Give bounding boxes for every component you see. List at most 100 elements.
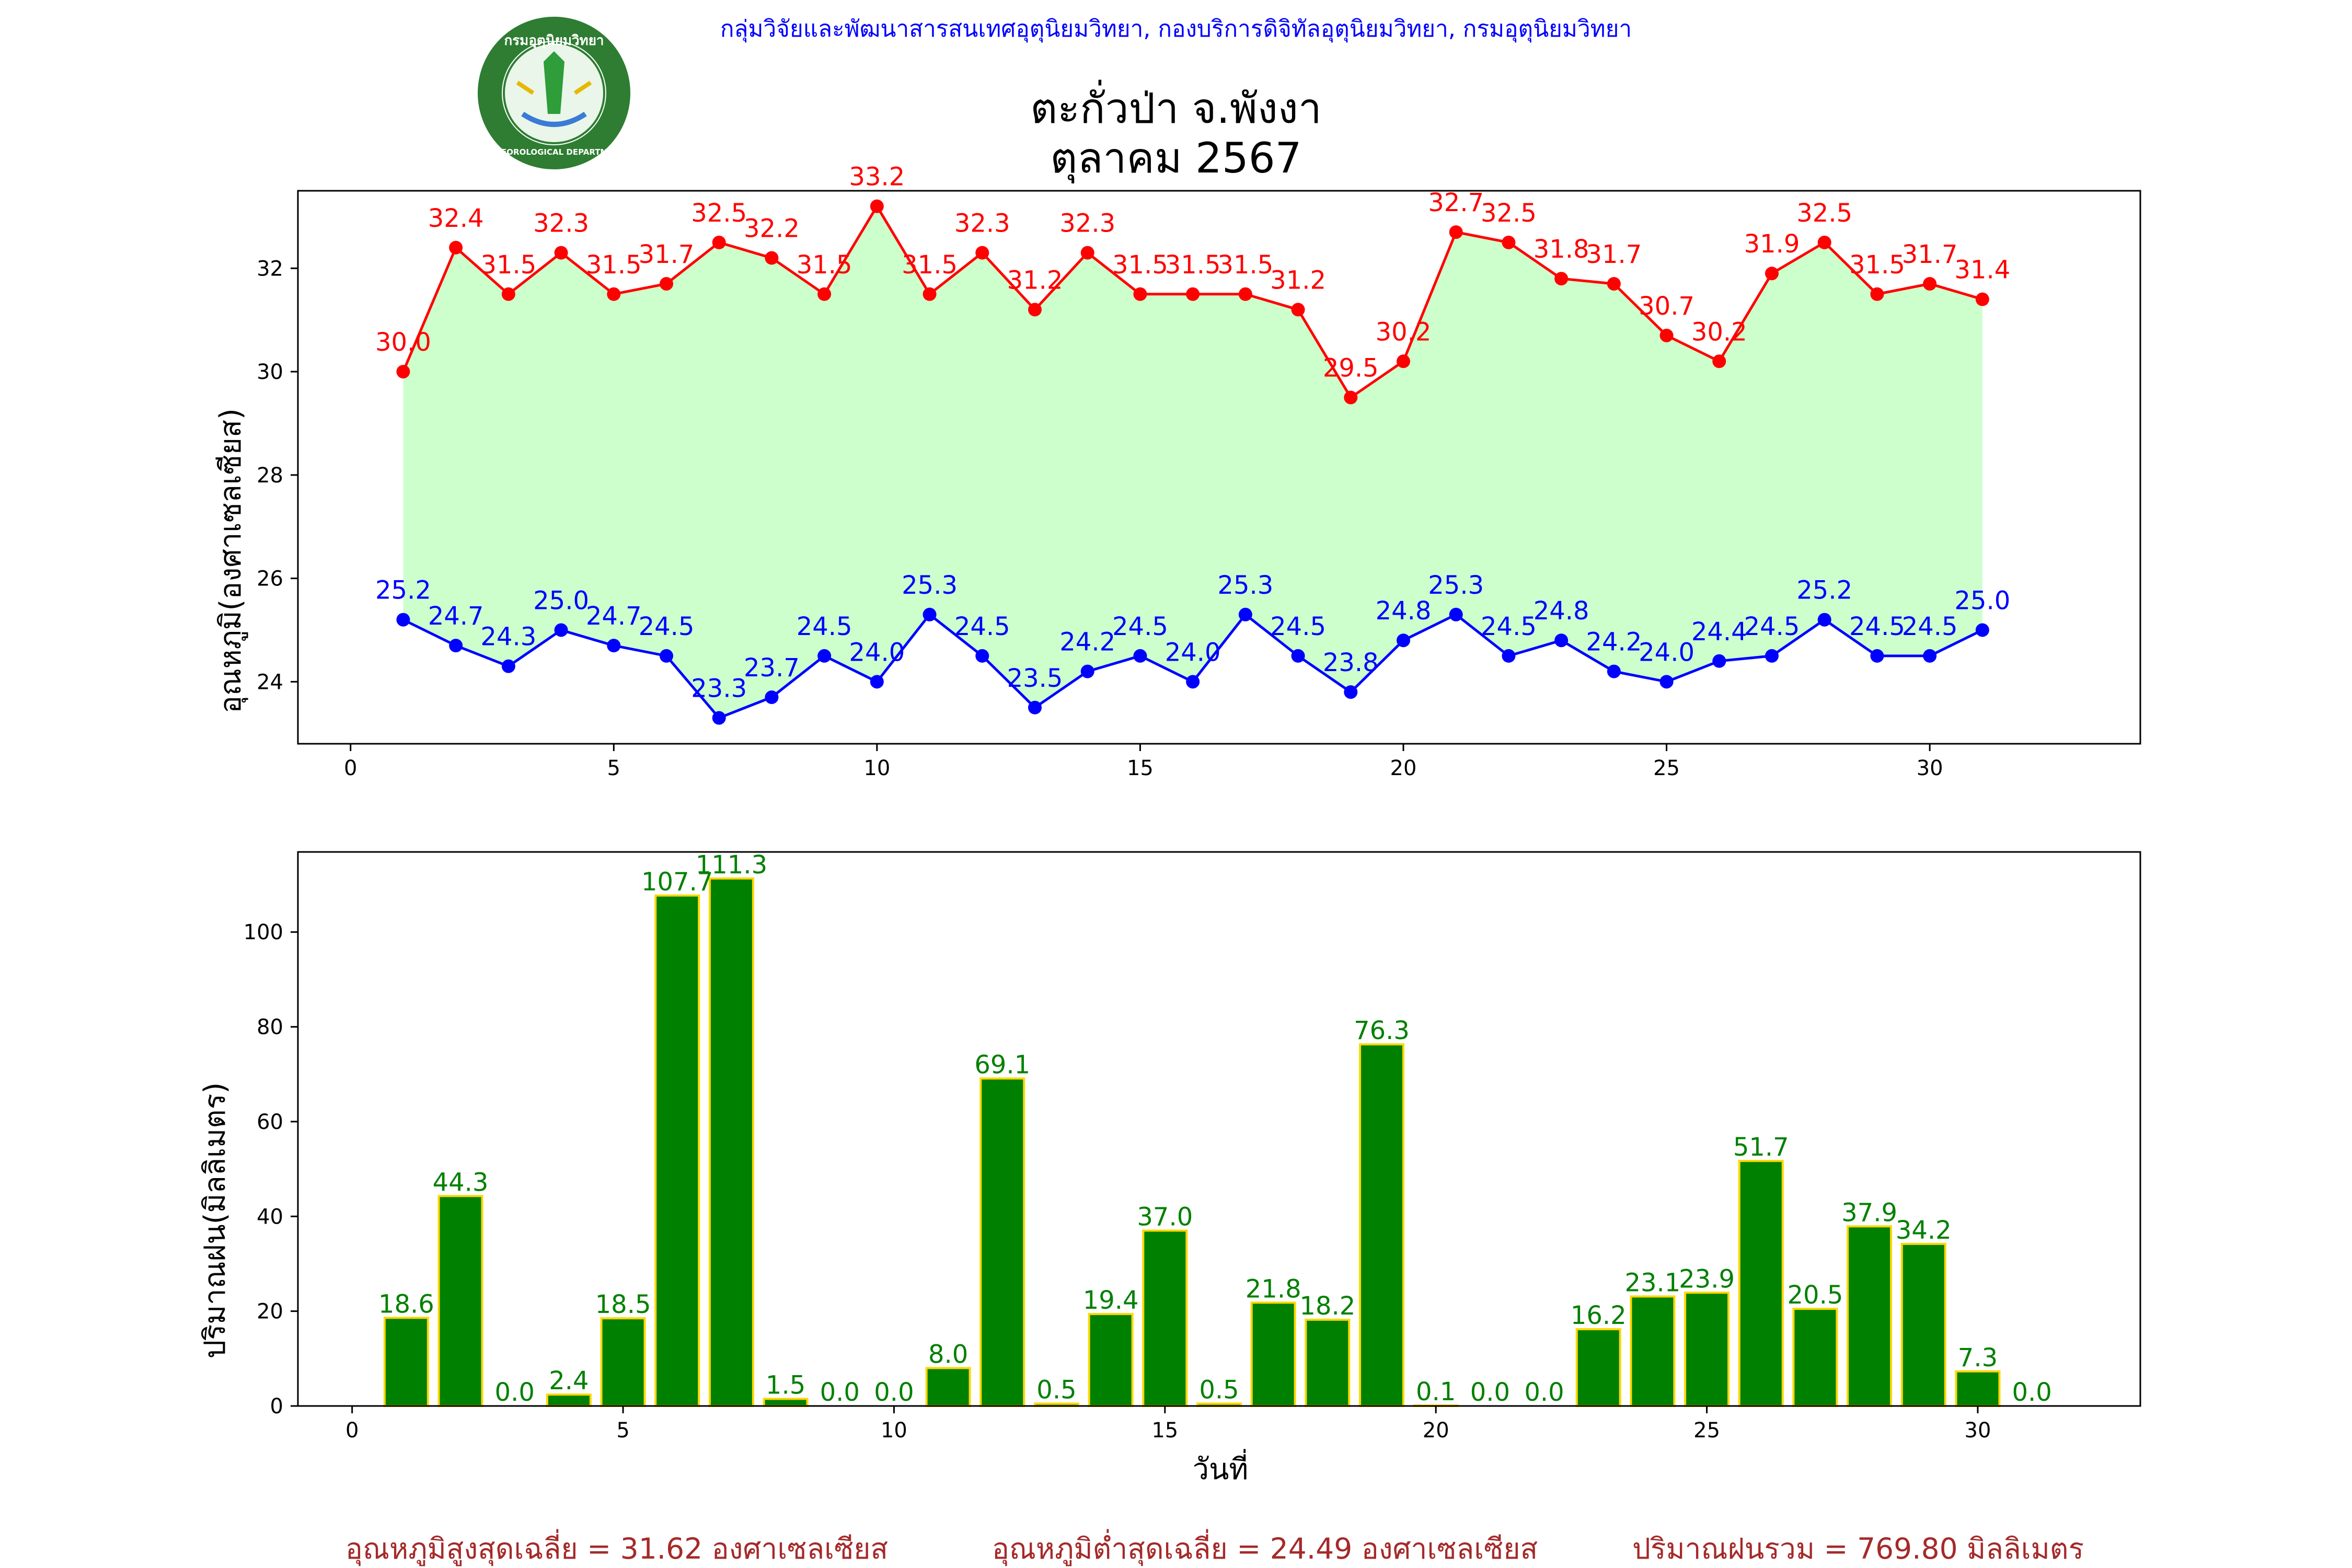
- max-temp-label: 32.5: [1796, 199, 1852, 228]
- min-temp-point: [1502, 649, 1516, 663]
- min-temp-label: 25.0: [533, 586, 589, 615]
- max-temp-label: 31.7: [639, 240, 695, 269]
- rainfall-bar: [1250, 1301, 1296, 1407]
- min-temp-label: 25.3: [902, 571, 958, 600]
- rainfall-label: 2.4: [549, 1366, 589, 1396]
- min-temp-point: [1397, 633, 1410, 648]
- rainfall-plot-frame: [297, 851, 2141, 1407]
- min-temp-point: [501, 659, 515, 673]
- min-temp-label: 25.0: [1954, 586, 2010, 615]
- rainfall-label: 21.8: [1246, 1274, 1301, 1304]
- max-temp-label: 32.2: [744, 214, 800, 244]
- rainfall-label: 37.0: [1137, 1202, 1193, 1231]
- min-temp-label: 24.5: [797, 612, 852, 641]
- min-temp-point: [396, 613, 410, 627]
- min-temp-point: [1607, 664, 1621, 678]
- rainfall-label: 37.9: [1841, 1198, 1897, 1227]
- max-temp-point: [817, 287, 832, 301]
- rainfall-label: 1.5: [766, 1370, 805, 1400]
- max-temp-point: [1502, 235, 1516, 249]
- min-temp-point: [1186, 675, 1200, 689]
- rainfall-bar: [979, 1077, 1025, 1407]
- min-temp-label: 24.5: [1112, 612, 1168, 641]
- max-temp-point: [1712, 354, 1726, 368]
- max-temp-point: [1028, 303, 1042, 317]
- max-temp-label: 31.2: [1007, 266, 1063, 295]
- temperature-lines-layer: [396, 199, 1989, 725]
- min-temp-label: 25.2: [1796, 576, 1852, 605]
- max-temp-label: 30.0: [375, 328, 431, 357]
- min-temp-label: 24.2: [1059, 628, 1115, 657]
- temperature-y-tick-label: 26: [257, 567, 283, 591]
- temperature-plot-frame: [297, 190, 2141, 745]
- min-temp-label: 25.2: [375, 576, 431, 605]
- max-temp-point: [1186, 287, 1200, 301]
- max-temp-point: [1344, 390, 1358, 405]
- min-temp-point: [1449, 607, 1463, 621]
- temperature-x-tick-label: 5: [607, 756, 620, 780]
- min-temp-label: 23.5: [1007, 664, 1063, 693]
- min-temp-point: [1712, 654, 1726, 668]
- min-temp-point: [1028, 700, 1042, 714]
- max-temp-label: 32.7: [1428, 188, 1484, 217]
- rainfall-x-tick-label: 20: [1423, 1419, 1449, 1443]
- rainfall-bar: [763, 1398, 809, 1408]
- temperature-x-tick-label: 0: [344, 756, 357, 780]
- logo-top-text: กรมอุตุนิยมวิทยา: [504, 33, 604, 49]
- rainfall-label: 8.0: [928, 1340, 968, 1369]
- max-temp-label: 31.5: [1217, 250, 1273, 280]
- rainfall-bar: [1305, 1318, 1351, 1407]
- max-temp-point: [660, 276, 673, 291]
- min-temp-point: [660, 649, 673, 663]
- min-temp-label: 24.2: [1586, 628, 1642, 657]
- temperature-range-fill: [403, 206, 1982, 718]
- min-temp-label: 24.0: [1639, 638, 1694, 667]
- min-temp-point: [870, 675, 884, 689]
- temperature-x-tick-label: 30: [1917, 756, 1943, 780]
- min-temp-point: [607, 639, 621, 653]
- rainfall-label: 34.2: [1896, 1216, 1952, 1245]
- rainfall-y-tick-label: 20: [257, 1300, 283, 1324]
- rainfall-label: 51.7: [1733, 1133, 1789, 1162]
- min-temp-label: 24.0: [1165, 638, 1221, 667]
- min-temp-point: [1765, 649, 1779, 663]
- max-temp-point: [1923, 276, 1937, 291]
- rainfall-x-axis-title: วันที่: [1193, 1449, 1249, 1486]
- rainfall-y-tick-label: 0: [270, 1394, 283, 1419]
- rainfall-x-tick-label: 30: [1965, 1419, 1991, 1443]
- min-temp-label: 24.5: [1270, 612, 1326, 641]
- max-temp-point: [501, 287, 515, 301]
- min-temp-point: [1817, 613, 1831, 627]
- rainfall-label: 44.3: [433, 1168, 489, 1197]
- rainfall-x-tick-label: 5: [616, 1419, 629, 1443]
- max-temp-label: 31.9: [1744, 229, 1800, 259]
- min-temp-point: [1554, 633, 1569, 648]
- max-temp-point: [1080, 246, 1094, 260]
- rainfall-label: 69.1: [974, 1050, 1030, 1079]
- min-temp-label: 24.7: [428, 602, 484, 631]
- temperature-labels-layer: 30.032.431.532.331.531.732.532.231.533.2…: [375, 163, 2010, 704]
- rainfall-bar: [1792, 1308, 1838, 1408]
- max-temp-point: [1291, 303, 1305, 317]
- max-temp-label: 31.5: [1849, 250, 1905, 280]
- rainfall-bar: [1684, 1292, 1730, 1408]
- min-temp-point: [1923, 649, 1937, 663]
- max-temp-label: 32.5: [691, 199, 747, 228]
- rainfall-label: 107.7: [641, 867, 713, 896]
- min-temp-point: [1344, 685, 1358, 699]
- rainfall-label: 0.0: [1524, 1378, 1564, 1407]
- temperature-y-tick-label: 28: [257, 464, 283, 488]
- rainfall-y-tick-label: 40: [257, 1205, 283, 1229]
- footer-total-rain: ปริมาณฝนรวม = 769.80 มิลลิเมตร: [1632, 1532, 2084, 1565]
- rainfall-label: 18.6: [378, 1289, 434, 1319]
- max-temp-label: 31.7: [1586, 240, 1642, 269]
- max-temp-point: [870, 199, 884, 213]
- rainfall-axis-title: ปริมาณฝน(มิลลิเมตร): [198, 1082, 232, 1359]
- rainfall-bar: [600, 1317, 646, 1407]
- min-temp-point: [765, 690, 779, 705]
- rainfall-label: 76.3: [1354, 1016, 1410, 1045]
- rainfall-label: 7.3: [1958, 1343, 1998, 1373]
- min-temp-label: 24.8: [1534, 596, 1589, 626]
- min-temp-label: 24.5: [1849, 612, 1905, 641]
